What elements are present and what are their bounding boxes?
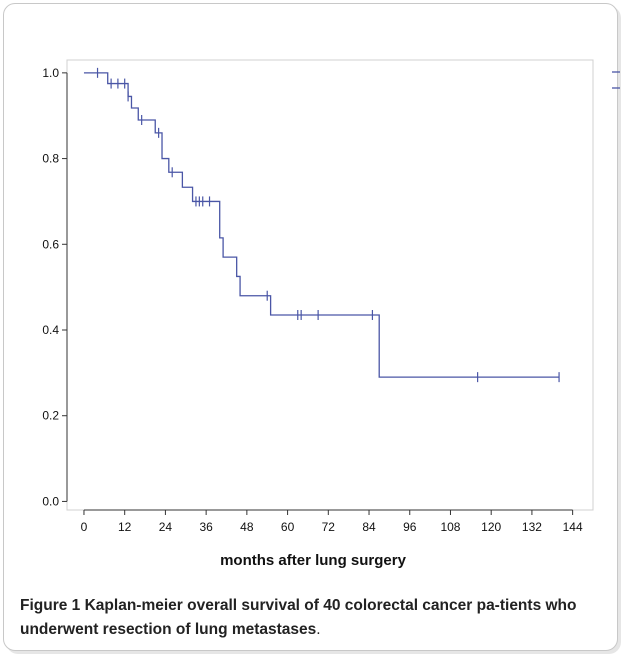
- x-tick-label: 120: [481, 520, 501, 534]
- figure-caption-end: .: [316, 621, 321, 638]
- x-tick-label: 12: [118, 520, 132, 534]
- km-survival-chart: 0.0 0.2 0.4 0.6 0.8 1.0 0 12 24 36 48 60 72 84 96 108 12…: [42, 59, 620, 569]
- survival-step-line: [83, 72, 560, 378]
- x-tick-label: 60: [281, 520, 295, 534]
- x-tick-label: 0: [81, 520, 88, 534]
- plot-area: [66, 59, 594, 511]
- censor-marks: [96, 67, 560, 383]
- figure-caption-text: Kaplan-meier overall survival of 40 colo…: [20, 597, 577, 638]
- y-tick-label: 1.0: [42, 66, 59, 80]
- y-tick-label: 0.2: [42, 409, 59, 423]
- x-tick-label: 24: [159, 520, 173, 534]
- legend: [612, 71, 620, 89]
- x-tick-label: 96: [403, 520, 417, 534]
- x-axis-title: months after lung surgery: [220, 552, 407, 569]
- x-tick-label: 144: [563, 520, 583, 534]
- survival-curve: [83, 72, 560, 378]
- x-tick-label: 36: [199, 520, 213, 534]
- x-tick-label: 72: [322, 520, 336, 534]
- x-tick-label: 132: [522, 520, 542, 534]
- figure-caption: Figure 1 Kaplan-meier overall survival o…: [20, 594, 610, 642]
- x-tick-label: 84: [362, 520, 376, 534]
- figure-label: Figure 1: [20, 597, 81, 614]
- x-tick-label: 48: [240, 520, 254, 534]
- y-tick-label: 0.8: [42, 152, 59, 166]
- y-tick-label: 0.0: [42, 494, 59, 508]
- ticks: 0.0 0.2 0.4 0.6 0.8 1.0 0 12 24 36 48 60 72 84 96 108 12…: [42, 66, 583, 534]
- y-tick-label: 0.4: [42, 323, 59, 337]
- y-tick-label: 0.6: [42, 237, 59, 251]
- x-tick-label: 108: [440, 520, 460, 534]
